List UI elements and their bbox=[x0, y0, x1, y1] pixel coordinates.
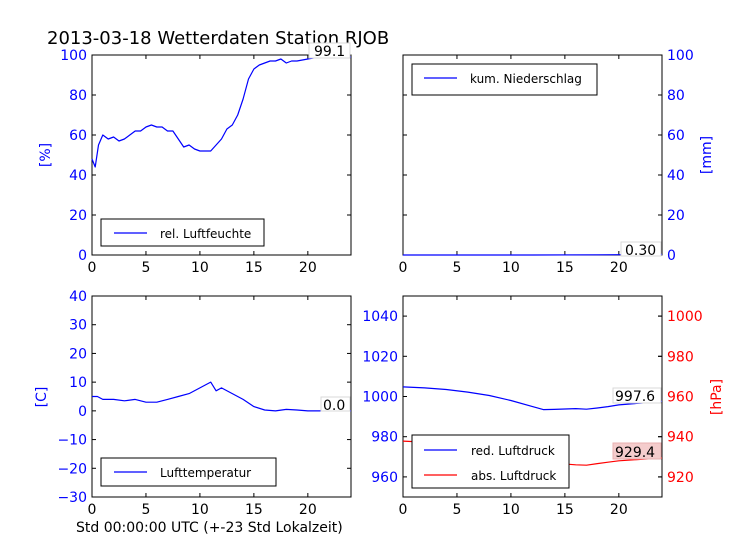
value-annotation-box bbox=[308, 42, 351, 59]
y-tick-label: 20 bbox=[69, 208, 87, 224]
legend-box bbox=[411, 434, 570, 489]
panel-pressure: 0 5 10 15 20 960 980 1000 1020 1040 920 940 960 980 10… bbox=[362, 295, 725, 518]
y-tick-label: 1040 bbox=[362, 309, 398, 325]
y-tick-label: 40 bbox=[69, 168, 87, 184]
x-tick-label: 15 bbox=[556, 502, 574, 518]
legend-label: rel. Luftfeuchte bbox=[160, 227, 251, 241]
y-tick-label: 980 bbox=[371, 430, 398, 446]
y-tick-label-right: 60 bbox=[667, 128, 685, 144]
y-tick-label: 80 bbox=[69, 88, 87, 104]
value-annotation: 99.1 bbox=[314, 44, 345, 60]
y-tick-label-right: 100 bbox=[667, 48, 694, 64]
ylabel-humidity: [%] bbox=[38, 143, 54, 167]
y-tick-label: 60 bbox=[69, 128, 87, 144]
ylabel-precipitation: [mm] bbox=[699, 136, 715, 174]
x-tick-label: 5 bbox=[452, 502, 461, 518]
y-tick-label: 0 bbox=[78, 404, 87, 420]
series-line-lufttemperatur bbox=[92, 381, 351, 412]
y-tick-label: 100 bbox=[60, 48, 87, 64]
legend-box bbox=[411, 63, 598, 96]
y-tick-label: 10 bbox=[69, 375, 87, 391]
y-tick-label: 20 bbox=[69, 346, 87, 362]
legend-humidity: rel. Luftfeuchte bbox=[100, 218, 265, 247]
value-annotation: 929.4 bbox=[615, 445, 655, 461]
y-tick-label-right: 40 bbox=[667, 168, 685, 184]
x-tick-label: 5 bbox=[452, 260, 461, 276]
x-tick-label: 20 bbox=[299, 260, 317, 276]
y-tick-label: 0 bbox=[78, 248, 87, 264]
x-tick-label: 0 bbox=[88, 260, 97, 276]
value-annotation-box bbox=[612, 387, 662, 404]
y-tick-label: 30 bbox=[69, 318, 87, 334]
legend-label: red. Luftdruck bbox=[471, 444, 555, 458]
x-tick-label: 10 bbox=[502, 260, 520, 276]
series-line-red-luftdruck bbox=[402, 386, 663, 411]
value-annotation: 0.0 bbox=[323, 398, 345, 414]
y-tick-label: −10 bbox=[57, 433, 87, 449]
x-tick-label: 15 bbox=[245, 260, 263, 276]
x-tick-label: 20 bbox=[610, 260, 628, 276]
x-tick-label: 5 bbox=[141, 260, 150, 276]
y-tick-label: 1000 bbox=[362, 390, 398, 406]
series-line-rel-luftfeuchte bbox=[91, 56, 351, 168]
x-tick-label: 20 bbox=[610, 502, 628, 518]
x-tick-label: 15 bbox=[556, 260, 574, 276]
y-tick-label: −30 bbox=[57, 490, 87, 506]
y-tick-label-right: 20 bbox=[667, 208, 685, 224]
panel-humidity: 0 5 10 15 20 0 20 40 60 80 100 [%] rel. Luftfeucht… bbox=[38, 42, 352, 276]
x-tick-label: 10 bbox=[502, 502, 520, 518]
y-tick-label-right: 920 bbox=[667, 470, 694, 486]
y-tick-label-right: 960 bbox=[667, 390, 694, 406]
value-annotation: 997.6 bbox=[615, 389, 655, 405]
y-tick-label-right: 980 bbox=[667, 349, 694, 365]
panel-temperature: 0 5 10 15 20 −30 −20 −10 0 10 20 30 40 [C] Lufttempe… bbox=[34, 289, 352, 518]
x-axis-title: Std 00:00:00 UTC (+-23 Std Lokalzeit) bbox=[76, 520, 343, 536]
legend-pressure: red. Luftdruck abs. Luftdruck bbox=[411, 434, 570, 489]
y-tick-label: 1020 bbox=[362, 349, 398, 365]
y-tick-label: 960 bbox=[371, 470, 398, 486]
value-annotation-box bbox=[320, 396, 351, 412]
legend-label: kum. Niederschlag bbox=[470, 72, 582, 86]
ylabel-temperature: [C] bbox=[34, 387, 50, 408]
y-tick-label-right: 940 bbox=[667, 430, 694, 446]
y-tick-label: 40 bbox=[69, 289, 87, 305]
y-tick-label: −20 bbox=[57, 461, 87, 477]
x-tick-label: 0 bbox=[399, 502, 408, 518]
y-tick-label-right: 0 bbox=[667, 248, 676, 264]
legend-label: Lufttemperatur bbox=[160, 466, 251, 480]
panel-precipitation: 0 5 10 15 20 0 20 40 60 80 100 [mm] kum. Niedersch… bbox=[399, 48, 715, 276]
x-tick-label: 5 bbox=[141, 502, 150, 518]
ylabel-pressure: [hPa] bbox=[709, 379, 725, 415]
y-tick-label-right: 80 bbox=[667, 88, 685, 104]
y-tick-label-right: 1000 bbox=[667, 309, 703, 325]
value-annotation-box bbox=[612, 442, 662, 460]
legend-label: abs. Luftdruck bbox=[471, 469, 556, 483]
x-tick-label: 0 bbox=[399, 260, 408, 276]
value-annotation: 0.30 bbox=[625, 243, 656, 259]
x-tick-label: 10 bbox=[191, 260, 209, 276]
x-tick-label: 10 bbox=[191, 502, 209, 518]
x-tick-label: 15 bbox=[245, 502, 263, 518]
legend-temperature: Lufttemperatur bbox=[100, 457, 277, 487]
x-tick-label: 0 bbox=[88, 502, 97, 518]
value-annotation-box bbox=[620, 241, 662, 257]
x-tick-label: 20 bbox=[299, 502, 317, 518]
figure-title: 2013-03-18 Wetterdaten Station RJOB bbox=[47, 28, 389, 49]
legend-precipitation: kum. Niederschlag bbox=[411, 63, 598, 96]
